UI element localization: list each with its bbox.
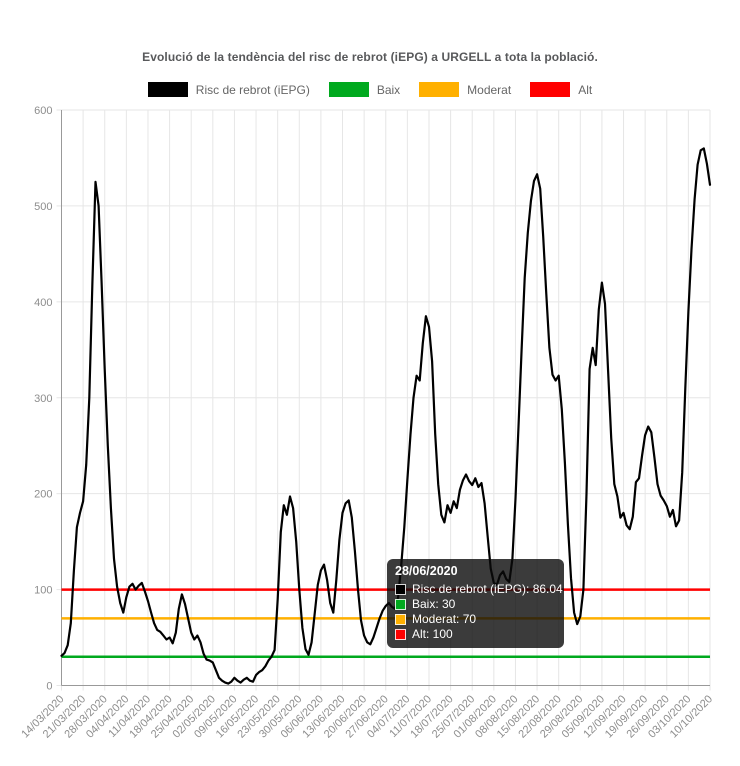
tooltip-row-baix: Baix: 30	[395, 597, 556, 612]
y-tick-label: 300	[34, 393, 52, 405]
tooltip-swatch-alt	[395, 629, 406, 640]
tooltip-row-alt: Alt: 100	[395, 627, 556, 642]
legend-label-risc: Risc de rebrot (iEPG)	[195, 82, 310, 97]
chart-tooltip: 28/06/2020 Risc de rebrot (iEPG): 86.04 …	[387, 559, 564, 648]
legend-item-baix[interactable]: Baix	[328, 82, 401, 97]
tooltip-swatch-moderat	[395, 614, 406, 625]
y-tick-label: 600	[34, 105, 52, 117]
tooltip-swatch-risc	[395, 584, 406, 595]
legend-swatch-baix	[328, 82, 369, 97]
legend-label-moderat: Moderat	[467, 82, 512, 97]
y-tick-label: 100	[34, 585, 52, 597]
legend-swatch-alt	[530, 82, 571, 97]
legend-swatch-risc	[147, 82, 188, 97]
tooltip-value-moderat: Moderat: 70	[412, 612, 477, 626]
tooltip-value-risc: Risc de rebrot (iEPG): 86.04	[412, 582, 563, 596]
tooltip-row-moderat: Moderat: 70	[395, 612, 556, 627]
legend-label-alt: Alt	[578, 82, 593, 97]
chart-legend: Risc de rebrot (iEPG) Baix Moderat Alt	[0, 82, 740, 97]
y-tick-label: 500	[34, 201, 52, 213]
legend-item-moderat[interactable]: Moderat	[419, 82, 511, 97]
tooltip-swatch-baix	[395, 599, 406, 610]
y-tick-label: 200	[34, 489, 52, 501]
tooltip-value-alt: Alt: 100	[412, 627, 453, 641]
legend-swatch-moderat	[419, 82, 460, 97]
legend-label-baix: Baix	[376, 82, 401, 97]
tooltip-value-baix: Baix: 30	[412, 597, 456, 611]
y-tick-label: 0	[46, 681, 52, 693]
chart-title: Evolució de la tendència del risc de reb…	[142, 50, 598, 64]
risk-series-line	[60, 147, 712, 685]
tooltip-row-risc: Risc de rebrot (iEPG): 86.04	[395, 582, 563, 597]
y-tick-label: 400	[34, 297, 52, 309]
legend-item-alt[interactable]: Alt	[530, 82, 592, 97]
tooltip-date: 28/06/2020	[395, 564, 458, 578]
legend-item-risc[interactable]: Risc de rebrot (iEPG)	[147, 82, 310, 97]
